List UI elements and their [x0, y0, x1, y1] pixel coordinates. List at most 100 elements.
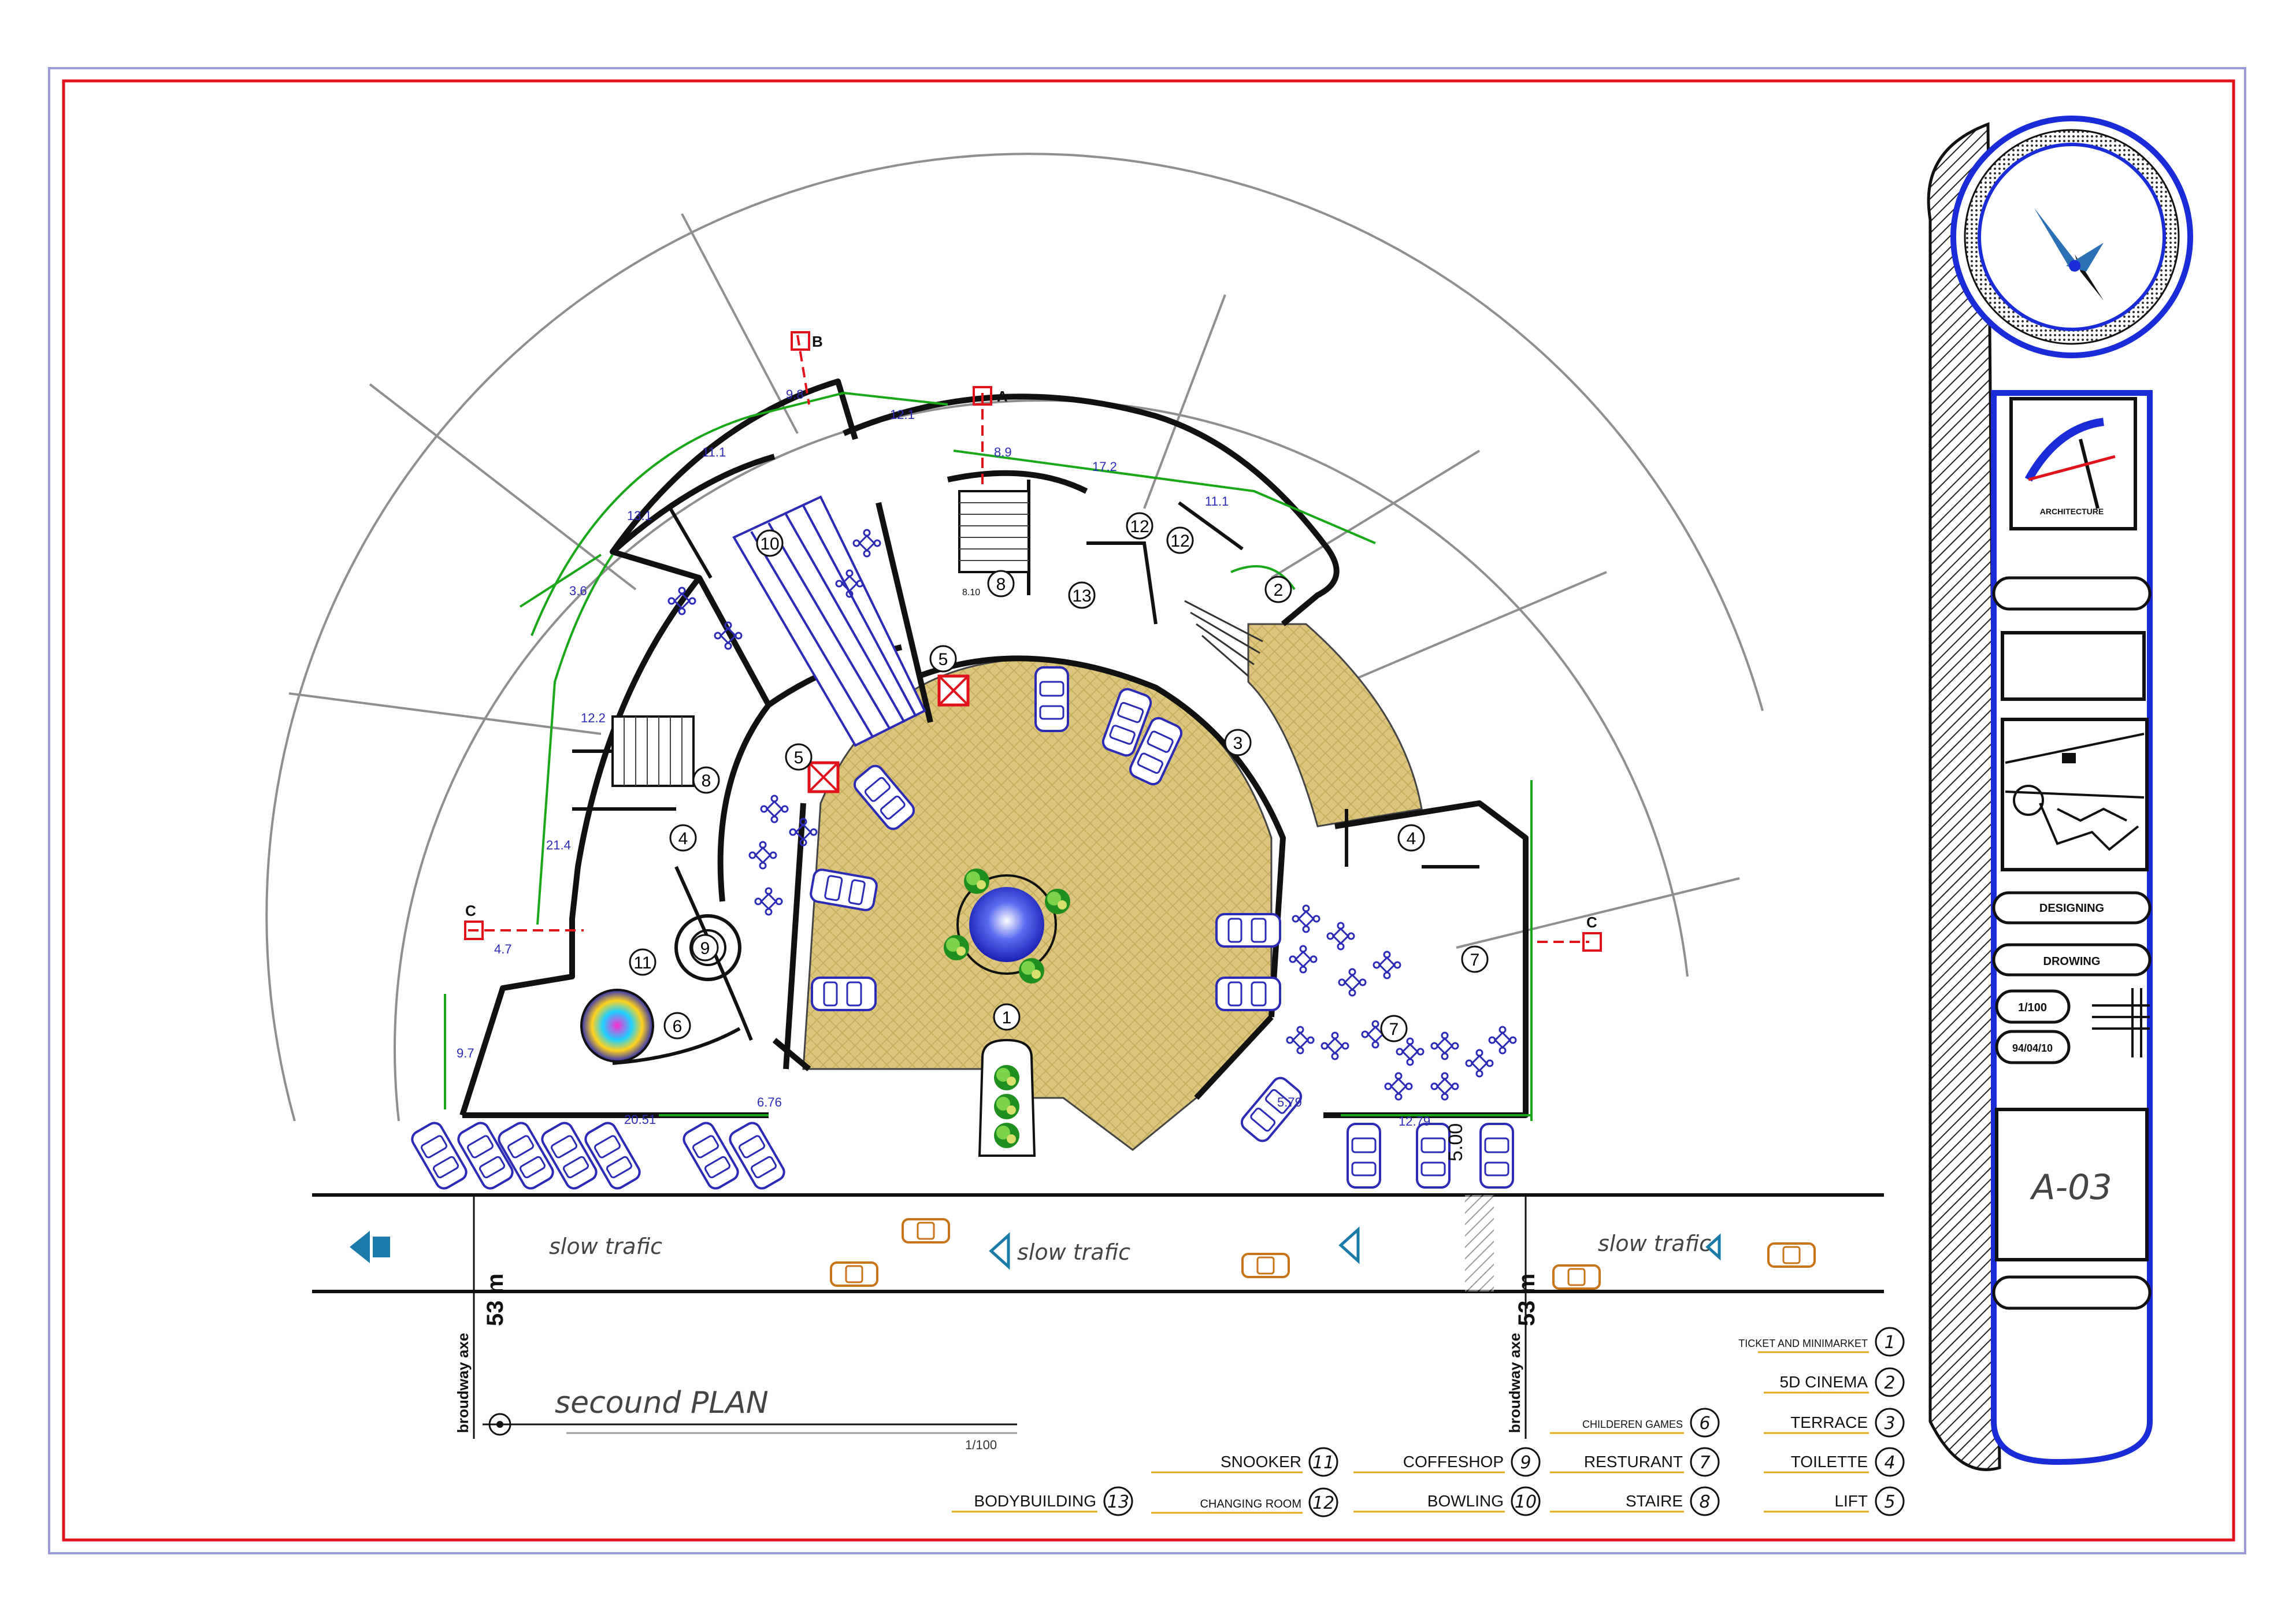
svg-text:ARCHITECTURE: ARCHITECTURE: [2040, 507, 2104, 516]
drawing-label: DROWING: [2043, 955, 2101, 968]
room-legend: TICKET AND MINIMARKET 1 5D CINEMA 2 TERRACE 3…: [952, 1327, 1905, 1517]
legend-item-bowling: BOWLING 10: [1353, 1486, 1541, 1516]
legend-label: TERRACE: [1790, 1413, 1868, 1431]
svg-text:4.7: 4.7: [494, 942, 512, 956]
arrow-left-icon: [989, 1232, 1010, 1270]
legend-label: COFFESHOP: [1403, 1453, 1504, 1471]
legend-item-toilette: TOILETTE 4: [1764, 1447, 1905, 1477]
svg-text:8: 8: [996, 575, 1006, 594]
restaurant-tables: [1286, 904, 1517, 1101]
site-plan-frame: [2001, 718, 2149, 871]
svg-text:6: 6: [673, 1017, 683, 1036]
legend-number: 7: [1699, 1453, 1710, 1473]
section-mark-a: A: [973, 386, 1008, 485]
title-block: ARCHITECTURE DESIGNING DROWING 1/100 94/…: [1927, 116, 2193, 1471]
legend-item-snooker: SNOOKER 11: [1151, 1447, 1338, 1477]
svg-text:8.10: 8.10: [962, 588, 980, 597]
svg-text:4: 4: [678, 829, 688, 848]
title-box: [2001, 631, 2146, 701]
svg-text:6.76: 6.76: [757, 1095, 782, 1109]
room-tag: 4: [669, 824, 697, 852]
designing-label: DESIGNING: [2039, 902, 2104, 915]
svg-text:13: 13: [1072, 587, 1091, 606]
bowling-lanes: [732, 495, 926, 747]
legend-item-resturant: RESTURANT 7: [1550, 1447, 1720, 1477]
arrow-left-icon: [350, 1231, 370, 1263]
legend-item-childeren-games: CHILDEREN GAMES 6: [1550, 1408, 1720, 1438]
svg-text:20.51: 20.51: [624, 1112, 656, 1127]
legend-number-circle: [1875, 1486, 1905, 1516]
title-bar-1: [1992, 576, 2152, 611]
svg-text:3: 3: [1233, 734, 1243, 753]
street: slow trafic slow trafic slow trafic: [312, 1193, 1884, 1293]
legend-number: 11: [1312, 1453, 1334, 1473]
legend-number: 12: [1312, 1493, 1334, 1513]
legend-item-ticket-and-minimarket: TICKET AND MINIMARKET 1: [1738, 1327, 1905, 1357]
svg-text:21.4: 21.4: [546, 838, 571, 852]
legend-label: CHANGING ROOM: [1200, 1498, 1301, 1510]
svg-text:C: C: [465, 902, 476, 919]
svg-text:7: 7: [1389, 1020, 1399, 1039]
svg-text:7: 7: [1470, 951, 1480, 970]
room-tag: 8: [987, 570, 1015, 597]
arrow-left-icon: [1705, 1233, 1721, 1261]
svg-text:5.00: 5.00: [1445, 1123, 1467, 1161]
svg-text:12.1: 12.1: [890, 407, 915, 422]
legend-item-terrace: TERRACE 3: [1764, 1408, 1905, 1438]
svg-text:2: 2: [1274, 581, 1284, 600]
title-bar-bottom: [1992, 1275, 2152, 1310]
lift: [807, 674, 970, 793]
logo-frame: [2009, 397, 2137, 530]
svg-text:13.1: 13.1: [627, 509, 652, 523]
svg-text:5: 5: [794, 748, 804, 767]
room-tag: 10: [756, 529, 784, 557]
svg-text:5: 5: [939, 650, 948, 669]
svg-text:5.79: 5.79: [1277, 1095, 1302, 1109]
legend-label: RESTURANT: [1584, 1453, 1683, 1471]
svg-text:12.79: 12.79: [1399, 1114, 1430, 1129]
sheet-number: A-03: [2029, 1167, 2112, 1208]
outer-frame: [48, 67, 2246, 1554]
date-pill: [1995, 1030, 2071, 1064]
legend-item-lift: LIFT 5: [1764, 1486, 1905, 1516]
svg-text:C: C: [1586, 914, 1597, 931]
legend-number-circle: [1511, 1486, 1541, 1516]
svg-text:A: A: [997, 388, 1008, 405]
room-tag: 11: [629, 948, 656, 976]
legend-number: 1: [1884, 1333, 1895, 1353]
legend-label: CHILDEREN GAMES: [1582, 1419, 1683, 1430]
legend-item-coffeshop: COFFESHOP 9: [1353, 1447, 1541, 1477]
axis-label: broudway axe: [454, 1333, 472, 1433]
legend-number-circle: [1875, 1447, 1905, 1477]
legend-number: 3: [1884, 1413, 1895, 1434]
plan-title: secound PLAN: [555, 1386, 769, 1420]
svg-text:12: 12: [1130, 517, 1149, 536]
plan-scale: 1/100: [965, 1438, 997, 1452]
stair-west: [611, 715, 695, 787]
room-tag: 6: [663, 1012, 691, 1040]
svg-text:1: 1: [1002, 1008, 1012, 1027]
legend-number-circle: [1103, 1486, 1133, 1516]
room-tag: 7: [1380, 1015, 1408, 1042]
planter: [978, 1038, 1036, 1157]
street-annotation-left: 53 m broudway axe: [454, 1274, 508, 1439]
dimension-lines: [444, 392, 1533, 1121]
legend-label: BOWLING: [1427, 1492, 1504, 1510]
legend-number: 13: [1107, 1492, 1129, 1512]
coffeeshop-bar: [674, 914, 741, 981]
legend-number-circle: [1308, 1487, 1338, 1517]
legend-item-changing-room: CHANGING ROOM 12: [1151, 1487, 1338, 1517]
legend-label: LIFT: [1834, 1492, 1868, 1510]
room-tag: 12: [1166, 526, 1194, 554]
legend-number: 5: [1884, 1492, 1895, 1512]
room-tag: 5: [929, 645, 957, 673]
svg-text:11.1: 11.1: [702, 445, 726, 459]
svg-text:12.2: 12.2: [581, 711, 606, 725]
legend-number-circle: [1308, 1447, 1338, 1477]
sheet-number-box: [1995, 1108, 2149, 1261]
section-markers: A B C C: [464, 331, 1602, 952]
fountain: [944, 868, 1070, 983]
legend-number: 9: [1520, 1453, 1531, 1473]
legend-label: SNOOKER: [1221, 1453, 1301, 1471]
